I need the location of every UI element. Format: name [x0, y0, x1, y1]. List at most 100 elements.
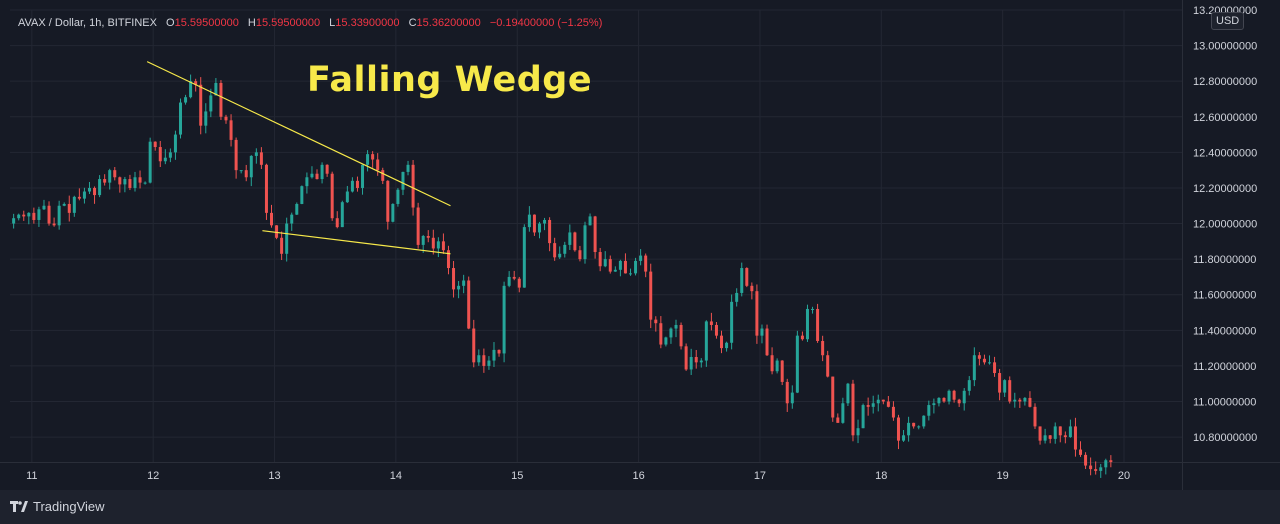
- candle[interactable]: [932, 398, 936, 414]
- candle[interactable]: [462, 274, 466, 294]
- candle[interactable]: [1094, 461, 1098, 475]
- candle[interactable]: [790, 385, 794, 409]
- candle[interactable]: [644, 253, 648, 278]
- candle[interactable]: [1084, 452, 1088, 469]
- candle[interactable]: [735, 288, 739, 307]
- candle[interactable]: [907, 416, 911, 442]
- candle[interactable]: [158, 140, 162, 168]
- candle[interactable]: [477, 349, 481, 366]
- candle[interactable]: [623, 253, 627, 274]
- candle[interactable]: [760, 324, 764, 344]
- candle[interactable]: [866, 397, 870, 416]
- currency-badge[interactable]: USD: [1211, 12, 1245, 30]
- candlestick-chart[interactable]: 10.80000000 11.00000000 11.20000000 11.4000…: [0, 0, 1280, 490]
- candle[interactable]: [457, 280, 461, 299]
- candle[interactable]: [361, 164, 365, 195]
- candle[interactable]: [730, 294, 734, 350]
- wedge-lower-trendline[interactable]: [262, 230, 451, 255]
- candle[interactable]: [912, 422, 916, 429]
- candle[interactable]: [108, 168, 112, 190]
- candle[interactable]: [259, 147, 263, 169]
- candle[interactable]: [563, 241, 567, 258]
- candle[interactable]: [143, 181, 147, 185]
- candle[interactable]: [264, 163, 268, 220]
- candle[interactable]: [47, 201, 51, 226]
- candle[interactable]: [1023, 397, 1027, 406]
- candle[interactable]: [871, 395, 875, 414]
- candle[interactable]: [982, 354, 986, 365]
- candle[interactable]: [720, 330, 724, 354]
- candle[interactable]: [553, 237, 557, 261]
- candle[interactable]: [77, 188, 81, 201]
- candle[interactable]: [917, 425, 921, 430]
- candle[interactable]: [800, 331, 804, 341]
- candle[interactable]: [189, 74, 193, 99]
- candle[interactable]: [1104, 458, 1108, 475]
- candle[interactable]: [608, 255, 612, 274]
- candle[interactable]: [993, 356, 997, 377]
- candle[interactable]: [391, 203, 395, 223]
- candle[interactable]: [659, 316, 663, 349]
- candle[interactable]: [315, 169, 319, 180]
- candle[interactable]: [689, 348, 693, 375]
- candle[interactable]: [219, 80, 223, 120]
- candle[interactable]: [300, 185, 304, 205]
- candle[interactable]: [103, 174, 107, 186]
- candle[interactable]: [366, 150, 370, 172]
- candle[interactable]: [128, 174, 132, 191]
- candle[interactable]: [295, 202, 299, 215]
- chart-area[interactable]: 10.80000000 11.00000000 11.20000000 11.4000…: [0, 0, 1280, 490]
- candle[interactable]: [239, 170, 243, 174]
- candle[interactable]: [133, 171, 137, 192]
- candle[interactable]: [199, 77, 203, 135]
- candle[interactable]: [846, 382, 850, 406]
- candle[interactable]: [1058, 426, 1062, 443]
- candle[interactable]: [98, 175, 102, 198]
- candle[interactable]: [826, 350, 830, 378]
- candle[interactable]: [87, 181, 91, 195]
- candle[interactable]: [1109, 455, 1113, 468]
- candle[interactable]: [699, 358, 703, 368]
- candle[interactable]: [669, 327, 673, 344]
- falling-wedge-annotation[interactable]: Falling Wedge: [307, 60, 593, 100]
- candle[interactable]: [593, 215, 597, 259]
- candle[interactable]: [17, 213, 21, 221]
- candle[interactable]: [492, 342, 496, 367]
- candle[interactable]: [613, 266, 617, 272]
- candle[interactable]: [22, 210, 26, 221]
- candle[interactable]: [27, 212, 31, 225]
- candle[interactable]: [856, 419, 860, 444]
- candle[interactable]: [204, 103, 208, 134]
- candle[interactable]: [522, 224, 526, 288]
- candle[interactable]: [118, 176, 122, 193]
- candle[interactable]: [725, 341, 729, 352]
- candle[interactable]: [355, 176, 359, 192]
- candle[interactable]: [52, 217, 56, 227]
- candle[interactable]: [532, 214, 536, 236]
- candle[interactable]: [1038, 426, 1042, 445]
- candle[interactable]: [568, 224, 572, 250]
- candle[interactable]: [320, 162, 324, 184]
- candle[interactable]: [543, 217, 547, 231]
- candle[interactable]: [1033, 403, 1037, 429]
- candle[interactable]: [942, 397, 946, 403]
- candle[interactable]: [138, 170, 142, 189]
- candle[interactable]: [285, 217, 289, 262]
- candle[interactable]: [1063, 431, 1067, 444]
- candle[interactable]: [32, 207, 36, 224]
- candle[interactable]: [280, 231, 284, 261]
- candle[interactable]: [836, 413, 840, 423]
- candle[interactable]: [467, 276, 471, 330]
- candle[interactable]: [1053, 422, 1057, 444]
- candle[interactable]: [775, 358, 779, 374]
- candle[interactable]: [1003, 379, 1007, 398]
- candle[interactable]: [482, 348, 486, 373]
- candle[interactable]: [123, 176, 127, 193]
- candle[interactable]: [785, 378, 789, 412]
- candle[interactable]: [967, 376, 971, 396]
- candle[interactable]: [396, 188, 400, 207]
- candle[interactable]: [1043, 428, 1047, 444]
- candle[interactable]: [270, 204, 274, 228]
- candle[interactable]: [249, 155, 253, 187]
- candle[interactable]: [998, 368, 1002, 401]
